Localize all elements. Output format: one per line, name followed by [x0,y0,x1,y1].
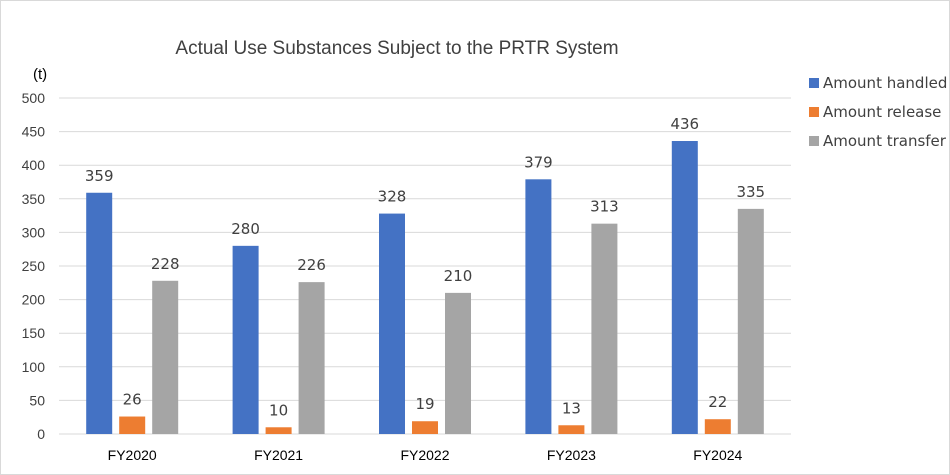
y-tick-label: 0 [37,426,45,442]
data-label: 335 [736,183,765,201]
y-tick-label: 300 [22,224,46,240]
data-label: 19 [415,395,434,413]
bar-amount-handled [525,179,552,434]
x-tick-label: FY2021 [254,447,303,463]
legend-swatch [809,107,819,117]
data-label: 10 [269,401,288,419]
y-tick-label: 450 [22,124,46,140]
legend-label: Amount release [823,103,941,121]
legend-label: Amount handled [823,74,947,92]
y-axis-unit-label: (t) [33,66,47,83]
x-axis-ticks: FY2020 FY2021 FY2022 FY2023 FY2024 [108,447,743,463]
x-tick-label: FY2024 [693,447,742,463]
x-tick-label: FY2023 [547,447,596,463]
chart-title: Actual Use Substances Subject to the PRT… [175,38,618,59]
bar-amount-release [558,425,585,434]
data-label: 436 [670,115,699,133]
data-label: 26 [123,391,142,409]
y-tick-label: 500 [22,90,46,106]
data-label: 210 [444,267,473,285]
bar-amount-release [119,416,146,434]
bar-amount-transfer [152,280,179,434]
bar-amount-transfer [591,223,618,434]
legend: Amount handled Amount release Amount trans… [809,74,947,150]
gridlines [59,97,791,435]
legend-swatch [809,136,819,146]
y-tick-label: 50 [29,392,45,408]
y-tick-label: 200 [22,292,46,308]
bar-amount-release [704,419,731,434]
y-tick-label: 400 [22,157,46,173]
data-label: 280 [231,220,260,238]
data-label: 313 [590,198,619,216]
y-tick-label: 150 [22,325,46,341]
x-tick-label: FY2020 [108,447,157,463]
bar-amount-handled [86,192,113,434]
y-tick-label: 100 [22,359,46,375]
bar-amount-handled [671,141,698,434]
x-tick-label: FY2022 [400,447,449,463]
data-label: 379 [524,153,553,171]
bar-amount-release [265,427,292,434]
bar-amount-release [412,421,438,434]
data-label: 359 [85,167,114,185]
bar-amount-transfer [298,282,325,434]
bar-amount-transfer [445,292,471,434]
legend-label: Amount transfer [823,132,947,150]
data-label: 328 [378,188,407,206]
data-label: 13 [562,399,581,417]
y-tick-label: 250 [22,258,46,274]
bar-amount-handled [379,213,405,434]
bar-amount-handled [232,245,259,434]
data-label: 228 [151,255,180,273]
bar-amount-transfer [737,208,764,434]
data-label: 22 [708,393,727,411]
bars [86,141,764,434]
data-labels: 359 26 228 280 10 226 328 19 210 379 13 313 436 22 335 [85,115,765,419]
legend-swatch [809,78,819,88]
y-axis-ticks: 0 50 100 150 200 250 300 350 400 450 500 [22,90,46,442]
data-label: 226 [297,256,326,274]
y-tick-label: 350 [22,191,46,207]
